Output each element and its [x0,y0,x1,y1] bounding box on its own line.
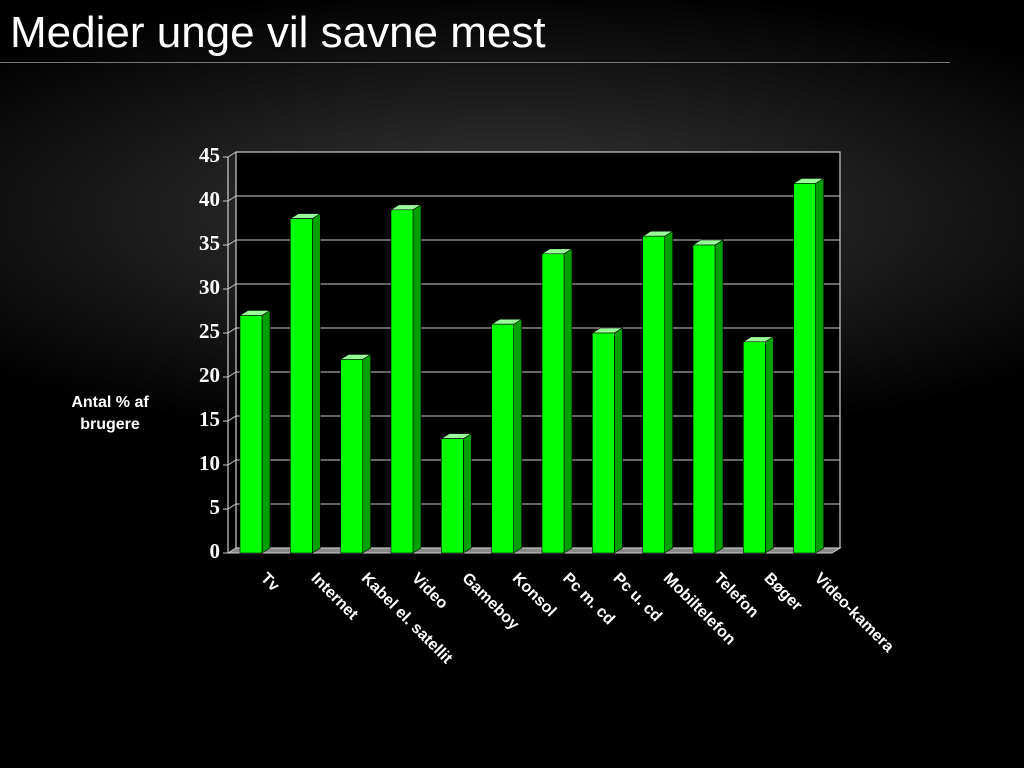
back-wall [235,151,841,549]
grid-depth [227,371,237,378]
grid-depth [227,415,237,422]
grid-depth [227,459,237,466]
bar-side [664,230,673,554]
floor [226,547,842,554]
bar-side [614,327,623,554]
grid-depth [227,503,237,510]
grid-depth [227,327,237,334]
bar-side [362,353,371,554]
bar [592,332,615,554]
bar-side [513,318,522,554]
bar-side [765,336,774,554]
y-tick-label: 5 [210,495,221,519]
bar-side [714,239,724,554]
bar [541,253,565,554]
bar [793,183,816,554]
x-tick-label: Pc u. cd [610,570,665,625]
grid-depth [227,195,237,202]
bar [642,235,665,554]
bar-side [563,248,573,554]
x-tick-label: Telefon [710,570,761,621]
bar-side [463,433,472,554]
bar [692,244,716,554]
y-tick-label: 15 [199,407,220,431]
y-tick-label: 10 [199,451,220,475]
y-tick-label: 45 [199,143,220,167]
x-tick-label: Internet [308,570,362,624]
y-tick-label: 35 [199,231,220,255]
x-tick-label: Bøger [761,570,806,615]
bar [441,438,464,554]
y-axis-label: Antal % af brugere [71,394,149,433]
bar [239,315,263,554]
x-tick-label: Video [408,570,451,613]
grid-depth [227,239,237,246]
bar [290,218,313,554]
slide-title: Medier unge vil savne mest [10,8,546,57]
x-tick-label: Pc m. cd [559,570,618,629]
y-tick-label: 0 [210,539,221,563]
x-tick-label: Tv [257,570,282,595]
bar [491,323,514,554]
bar [390,209,414,554]
bar-side [412,204,422,554]
title-rule [0,62,950,63]
grid-depth [227,283,237,290]
grid-depth [227,151,237,158]
bar-side [815,177,824,554]
x-tick-label: Konsol [509,570,559,620]
bar-side [312,213,321,554]
bar [743,341,766,554]
y-tick-label: 30 [199,275,220,299]
y-tick-label: 20 [199,363,220,387]
bar-side [261,309,271,554]
y-tick-label: 40 [199,187,220,211]
y-tick-label: 25 [199,319,220,343]
x-tick-label: Kabel el. satellit [358,570,456,668]
bar [340,359,363,554]
x-tick-label: Video-kamera [811,570,897,656]
